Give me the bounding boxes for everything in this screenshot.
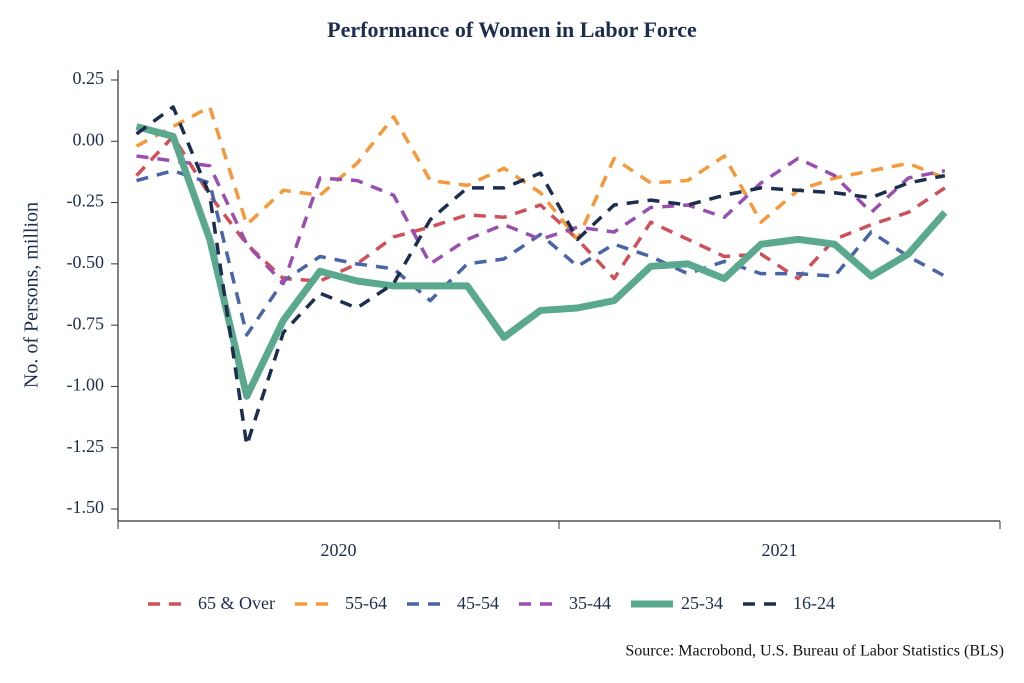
y-tick-label: -1.50 [67,497,105,517]
y-tick-label: -1.00 [67,375,105,395]
y-tick-label: 0.25 [73,68,105,88]
series-line [136,168,946,337]
legend-label: 16-24 [793,593,835,613]
series-line [135,105,946,242]
legend-label: 65 & Over [198,593,275,613]
x-tick-label: 2021 [762,540,798,560]
y-tick-label: 0.00 [73,129,105,149]
y-tick-label: -0.75 [67,313,105,333]
y-tick-label: -0.25 [67,191,105,211]
y-tick-label: -0.50 [67,252,105,272]
series-line [136,154,946,286]
series-line [135,134,946,283]
series-line [135,105,946,448]
legend-label: 55-64 [345,593,387,613]
series-line [135,123,948,400]
chart-title: Performance of Women in Labor Force [327,17,697,42]
legend-label: 25-34 [681,593,723,613]
source-note: Source: Macrobond, U.S. Bureau of Labor … [625,643,1004,660]
legend-label: 35-44 [569,593,611,613]
y-tick-label: -1.25 [67,436,105,456]
y-axis-label: No. of Persons, million [21,202,43,388]
legend-label: 45-54 [457,593,499,613]
x-tick-label: 2020 [321,540,357,560]
